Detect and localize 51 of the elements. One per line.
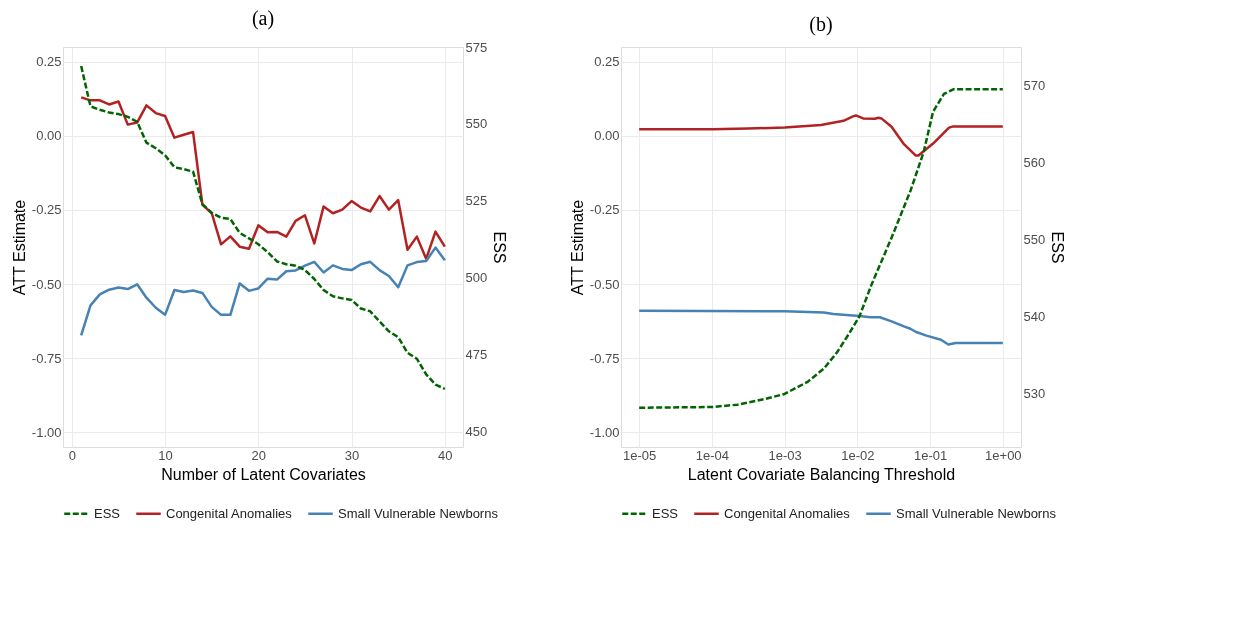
y-tick-label: -0.75 bbox=[589, 350, 620, 366]
y-tick-label: -0.50 bbox=[589, 276, 620, 292]
line-series bbox=[79, 96, 447, 261]
y-axis-title: ATT Estimate bbox=[568, 199, 586, 296]
y-tick-label: -1.00 bbox=[31, 424, 62, 440]
y-tick-label: 0.25 bbox=[594, 54, 620, 70]
x-axis-title: Latent Covariate Balancing Threshold bbox=[687, 465, 956, 483]
y2-tick-label: 540 bbox=[1023, 308, 1046, 324]
x-tick-label: 20 bbox=[251, 447, 267, 463]
y2-tick-label: 560 bbox=[1023, 154, 1046, 170]
y2-axis-title: ESS bbox=[1049, 231, 1067, 264]
chart-title: (a) bbox=[251, 7, 275, 30]
y-tick-label: -0.75 bbox=[31, 350, 62, 366]
x-axis-title: Number of Latent Covariates bbox=[161, 465, 366, 483]
chart-title: (b) bbox=[809, 13, 833, 36]
x-tick-label: 10 bbox=[158, 447, 173, 463]
y-tick-label: 0.25 bbox=[36, 54, 62, 70]
y-axis-title: ATT Estimate bbox=[10, 199, 28, 296]
legend-label: ESS bbox=[652, 505, 679, 521]
y2-tick-label: 530 bbox=[1023, 385, 1046, 401]
y2-tick-label: 525 bbox=[465, 193, 488, 209]
y2-axis-title: ESS bbox=[491, 231, 509, 264]
y-tick-label: -1.00 bbox=[589, 424, 620, 440]
x-tick-label: 30 bbox=[344, 447, 360, 463]
y-tick-label: 0.00 bbox=[594, 128, 620, 144]
legend-label: ESS bbox=[94, 505, 121, 521]
y2-tick-label: 575 bbox=[465, 39, 488, 55]
y2-tick-label: 500 bbox=[465, 270, 488, 286]
x-tick-label: 40 bbox=[438, 447, 453, 463]
x-tick-label: 1e-04 bbox=[695, 447, 730, 463]
legend-label: Congenital Anomalies bbox=[166, 505, 293, 521]
line-series bbox=[79, 64, 447, 391]
legend-label: Small Vulnerable Newborns bbox=[896, 505, 1057, 521]
x-tick-label: 0 bbox=[68, 447, 76, 463]
x-tick-label: 1e+00 bbox=[985, 447, 1022, 463]
x-tick-label: 1e-02 bbox=[841, 447, 875, 463]
y2-tick-label: 550 bbox=[1023, 231, 1046, 247]
line-series bbox=[79, 246, 447, 337]
y-tick-label: -0.50 bbox=[31, 276, 62, 292]
legend-label: Small Vulnerable Newborns bbox=[338, 505, 499, 521]
x-tick-label: 1e-03 bbox=[768, 447, 802, 463]
y2-tick-label: 570 bbox=[1023, 77, 1046, 93]
x-tick-label: 1e-05 bbox=[623, 447, 657, 463]
y2-tick-label: 475 bbox=[465, 347, 488, 363]
y2-tick-label: 550 bbox=[465, 116, 488, 132]
y2-tick-label: 450 bbox=[465, 424, 488, 440]
y-tick-label: -0.25 bbox=[589, 202, 620, 218]
legend-label: Congenital Anomalies bbox=[724, 505, 851, 521]
y-tick-label: 0.00 bbox=[36, 128, 62, 144]
x-tick-label: 1e-01 bbox=[913, 447, 948, 463]
y-tick-label: -0.25 bbox=[31, 202, 62, 218]
